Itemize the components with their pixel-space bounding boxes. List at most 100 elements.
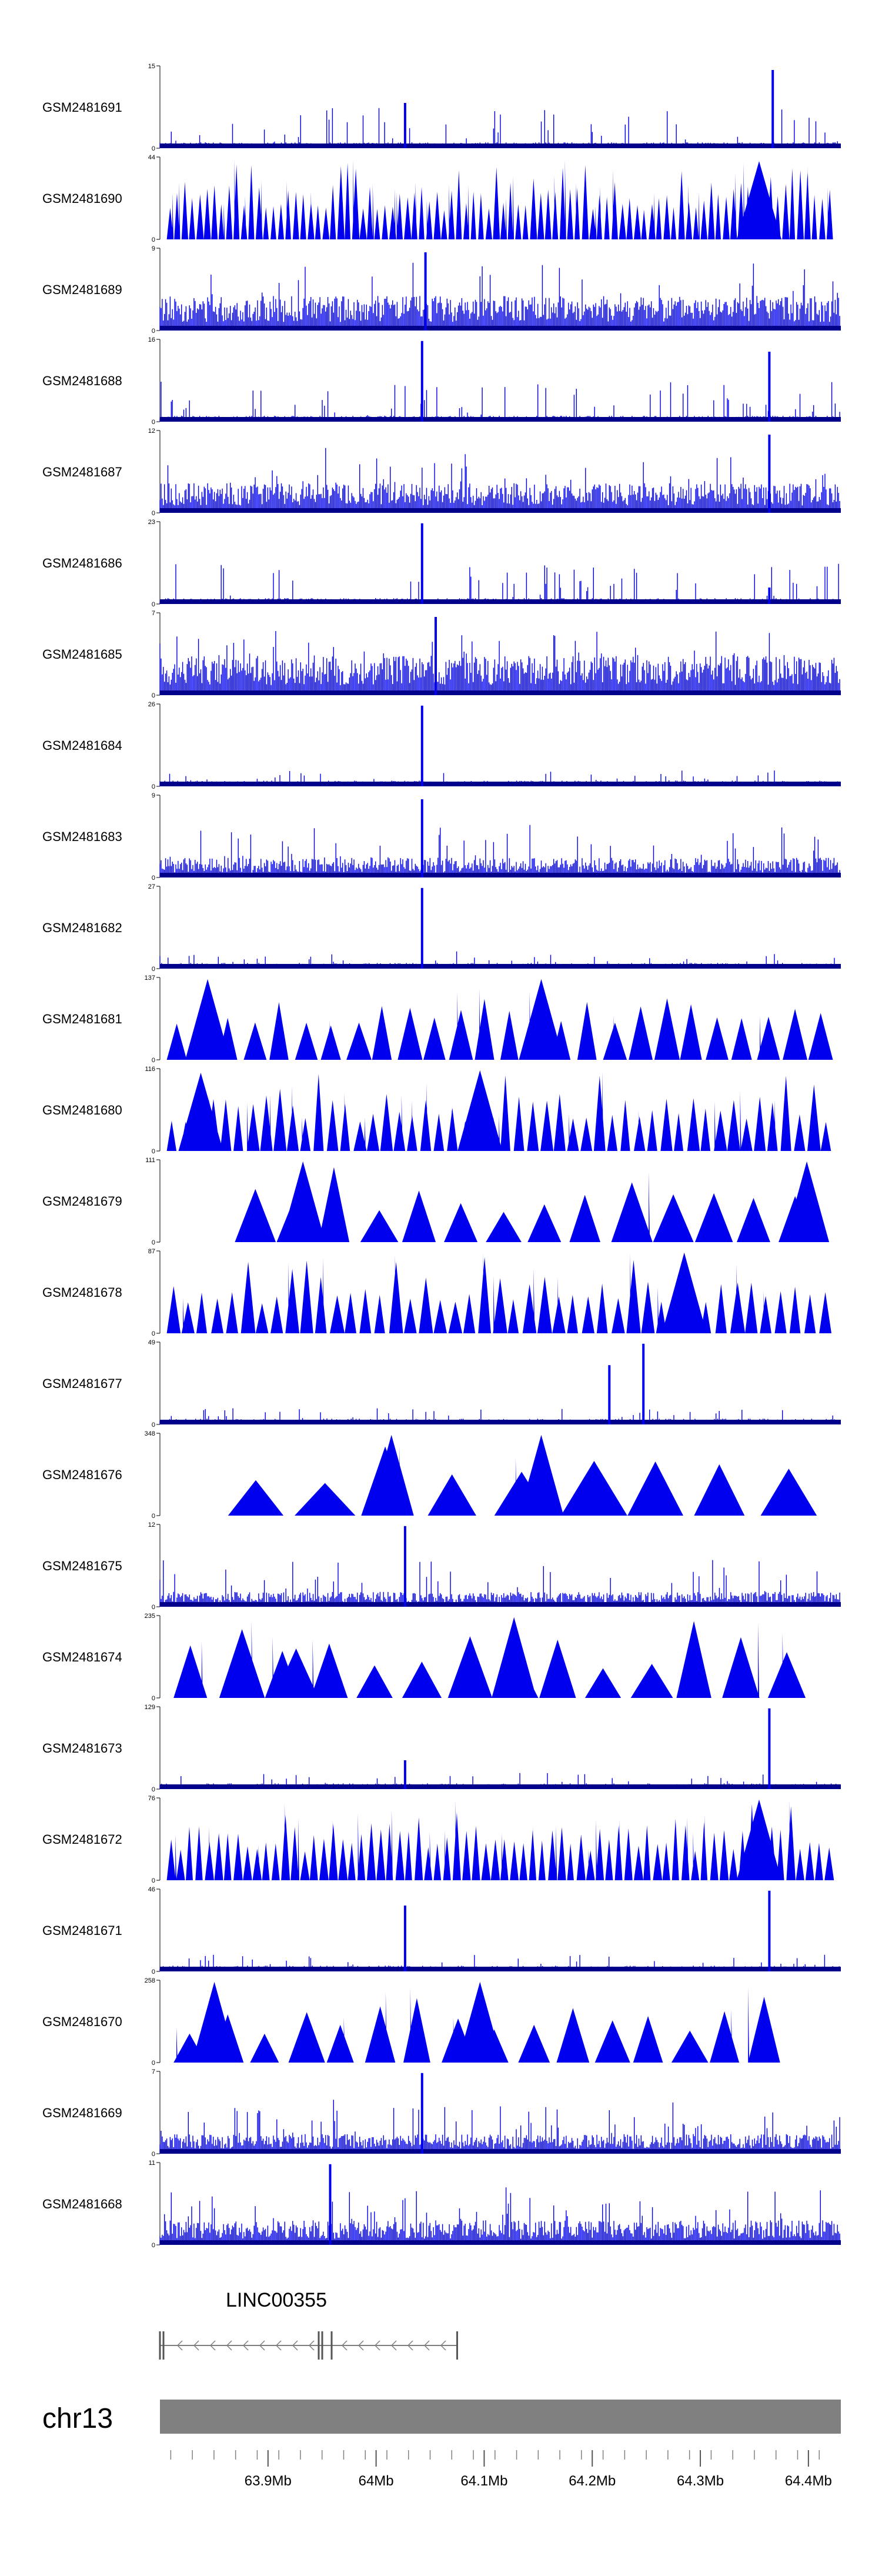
y-max-label: 49 — [148, 1339, 155, 1346]
y-min-label: 0 — [152, 1695, 155, 1702]
track-GSM2481679: GSM2481679 111 0 — [42, 1157, 830, 1246]
coverage-peak — [768, 1708, 771, 1789]
track-GSM2481669: GSM2481669 7 0 — [42, 2068, 841, 2158]
coverage-area — [235, 1161, 830, 1242]
y-min-label: 0 — [152, 419, 155, 426]
track-label: GSM2481668 — [42, 2197, 122, 2211]
data-tracks: GSM2481691150GSM2481690440GSM248168990GS… — [42, 63, 841, 2249]
track-GSM2481690: GSM2481690 44 0 — [42, 154, 833, 243]
axis-tick-label: 64.4Mb — [785, 2473, 832, 2489]
coverage-bars — [159, 2100, 840, 2154]
y-max-label: 44 — [148, 154, 155, 161]
coverage-bars — [159, 1560, 840, 1607]
strand-arrow — [341, 2340, 348, 2351]
y-min-label: 0 — [152, 875, 155, 882]
track-GSM2481676: GSM2481676 348 0 — [42, 1430, 817, 1520]
coverage-peak — [420, 2073, 423, 2154]
coverage-bars — [159, 563, 840, 604]
coverage-baseline — [160, 417, 841, 422]
coverage-peak — [420, 887, 423, 969]
track-GSM2481689: GSM2481689 9 0 — [42, 245, 841, 335]
y-min-label: 0 — [152, 966, 155, 973]
axis-tick-label: 64.2Mb — [569, 2473, 616, 2489]
coverage-bars — [159, 2187, 840, 2245]
coverage-area — [166, 159, 833, 239]
y-max-label: 27 — [148, 883, 155, 890]
y-max-label: 111 — [145, 1157, 155, 1164]
strand-arrow — [407, 2340, 413, 2351]
y-max-label: 137 — [145, 975, 155, 982]
y-max-label: 87 — [148, 1248, 155, 1255]
track-label: GSM2481689 — [42, 282, 122, 297]
y-max-label: 12 — [148, 428, 155, 435]
chromosome-label: chr13 — [42, 2403, 113, 2434]
gene-track: LINC00355 — [159, 2289, 458, 2360]
coverage-peak — [420, 523, 423, 604]
y-max-label: 16 — [148, 336, 155, 343]
y-max-label: 7 — [152, 2068, 155, 2076]
track-label: GSM2481681 — [42, 1012, 122, 1026]
y-min-label: 0 — [152, 2060, 155, 2067]
y-min-label: 0 — [152, 2242, 155, 2249]
gene-label: LINC00355 — [226, 2289, 327, 2311]
coverage-peak — [403, 1526, 406, 1607]
coverage-peak — [329, 2164, 332, 2245]
track-label: GSM2481687 — [42, 465, 122, 479]
track-label: GSM2481675 — [42, 1559, 122, 1573]
y-min-label: 0 — [152, 1057, 155, 1064]
coverage-peak — [420, 799, 423, 877]
chromosome-band — [160, 2400, 841, 2434]
strand-arrow — [308, 2340, 315, 2351]
coverage-area — [166, 1070, 831, 1151]
track-GSM2481670: GSM2481670 258 0 — [42, 1977, 780, 2067]
track-GSM2481691: GSM2481691 15 0 — [42, 63, 841, 152]
track-label: GSM2481691 — [42, 100, 122, 115]
coverage-peak — [771, 70, 774, 148]
axis-tick-label: 64Mb — [359, 2473, 394, 2489]
track-GSM2481684: GSM2481684 26 0 — [42, 701, 841, 790]
gene-model — [159, 2331, 458, 2360]
track-GSM2481677: GSM2481677 49 0 — [42, 1339, 841, 1429]
y-max-label: 7 — [152, 610, 155, 617]
coverage-bars — [159, 108, 840, 148]
y-min-label: 0 — [152, 601, 155, 608]
track-GSM2481672: GSM2481672 76 0 — [42, 1795, 834, 1884]
track-label: GSM2481690 — [42, 191, 122, 206]
coverage-bars — [159, 825, 840, 877]
strand-arrow — [440, 2340, 446, 2351]
strand-arrow — [176, 2340, 183, 2351]
y-max-label: 235 — [145, 1613, 155, 1620]
strand-arrow — [226, 2340, 232, 2351]
track-label: GSM2481685 — [42, 647, 122, 662]
strand-arrow — [242, 2340, 249, 2351]
track-GSM2481668: GSM2481668 11 0 — [42, 2160, 841, 2249]
y-max-label: 258 — [145, 1977, 155, 1984]
coverage-baseline — [160, 1420, 841, 1424]
track-GSM2481674: GSM2481674 235 0 — [42, 1613, 806, 1702]
track-label: GSM2481673 — [42, 1741, 122, 1756]
track-label: GSM2481672 — [42, 1832, 122, 1847]
coverage-baseline — [160, 690, 841, 695]
track-GSM2481673: GSM2481673 129 0 — [42, 1704, 841, 1793]
y-min-label: 0 — [152, 692, 155, 699]
coverage-area — [173, 1981, 780, 2063]
track-label: GSM2481674 — [42, 1650, 122, 1664]
coverage-area — [228, 1434, 817, 1516]
track-label: GSM2481686 — [42, 556, 122, 570]
track-label: GSM2481676 — [42, 1467, 122, 1482]
track-GSM2481683: GSM2481683 9 0 — [42, 792, 841, 882]
track-GSM2481686: GSM2481686 23 0 — [42, 519, 841, 608]
strand-arrow — [423, 2340, 430, 2351]
track-label: GSM2481684 — [42, 738, 122, 753]
y-max-label: 12 — [148, 1521, 155, 1529]
track-GSM2481685: GSM2481685 7 0 — [42, 610, 841, 699]
coverage-baseline — [160, 508, 841, 513]
coverage-area — [166, 979, 833, 1060]
strand-arrow — [292, 2340, 298, 2351]
coverage-bars — [159, 448, 840, 513]
coverage-bars — [159, 382, 840, 422]
coverage-peak — [403, 103, 406, 148]
coverage-baseline — [160, 1967, 841, 1971]
coverage-peak — [768, 588, 771, 604]
coverage-peak — [403, 1906, 406, 1971]
